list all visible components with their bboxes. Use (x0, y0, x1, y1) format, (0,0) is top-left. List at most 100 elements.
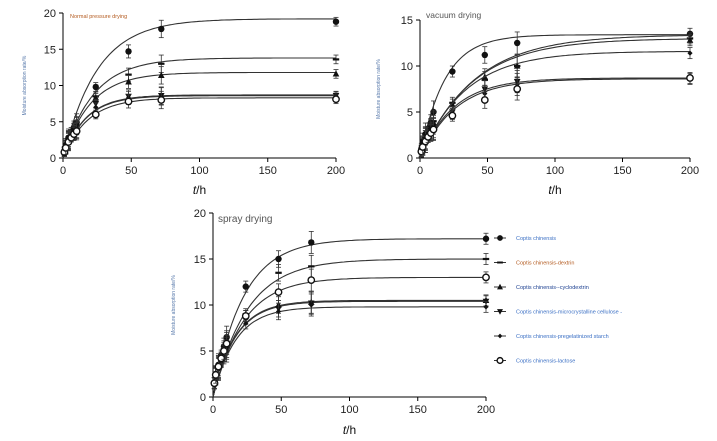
data-point (241, 312, 250, 320)
series-1 (211, 230, 490, 398)
chart-panel-3: 0 50 100 150 200 0 5 10 15 20 spray drying t/h Moist… (171, 208, 622, 437)
legend-item: Coptis chinensis-dextrin (494, 261, 574, 267)
fit-curve (212, 299, 486, 398)
chart-panel-1: 0 50 100 150 200 0 5 10 15 20 Normal pressure dryi… (22, 8, 345, 197)
data-point (243, 320, 249, 326)
y-tick-label: 15 (44, 44, 56, 56)
fit-curve (212, 258, 487, 398)
x-tick-label: 200 (681, 165, 699, 177)
data-point (308, 239, 315, 246)
legend-label: Coptis chinensis--cyclodextrin (516, 285, 589, 291)
data-point (93, 104, 99, 110)
x-tick-label: 0 (60, 165, 66, 177)
data-point (158, 25, 165, 33)
x-tick-label: 50 (275, 404, 287, 416)
data-point (332, 70, 340, 77)
data-point (332, 58, 340, 61)
data-point (513, 62, 521, 69)
x-tick-label: 150 (259, 165, 277, 177)
y-tick-label: 0 (200, 392, 206, 404)
legend-marker (497, 309, 503, 315)
legend-label: Coptis chinensis-pregelatinized starch (516, 334, 609, 340)
x-axis-label: t/h (343, 423, 356, 437)
data-point (125, 48, 132, 55)
legend-item: Coptis chinensis-microcrystalline cellul… (494, 309, 622, 316)
data-point (481, 51, 488, 59)
y-tick-label: 0 (407, 153, 413, 165)
legend-label: Coptis chinensis (516, 236, 556, 242)
y-tick-label: 10 (194, 300, 206, 312)
chart-panel-2: 0 50 100 150 200 0 5 10 15 vacuum drying t/h Moistu… (376, 10, 699, 197)
data-point (275, 308, 282, 315)
data-point (514, 39, 521, 47)
legend-marker (497, 261, 503, 264)
fit-curve (419, 77, 690, 159)
fit-curve (419, 35, 690, 159)
legend-item: Coptis chinensis (494, 235, 556, 242)
x-axis-label: t/h (548, 183, 561, 197)
series-2 (211, 253, 490, 398)
y-tick-label: 5 (200, 346, 206, 358)
data-point (686, 74, 694, 82)
x-tick-label: 150 (613, 165, 631, 177)
y-tick-label: 15 (401, 15, 413, 27)
y-tick-label: 20 (44, 8, 56, 20)
data-point (274, 288, 283, 297)
y-tick-label: 5 (407, 107, 413, 119)
x-tick-label: 0 (417, 165, 423, 177)
data-point (308, 265, 315, 268)
fit-curve (62, 94, 336, 159)
y-axis-label: Moisture absorption rate/% (171, 275, 177, 335)
x-axis-label: t/h (193, 183, 206, 197)
data-point (72, 127, 81, 136)
x-tick-label: 50 (125, 165, 137, 177)
x-tick-label: 100 (546, 165, 564, 177)
data-point (275, 255, 282, 263)
fit-curve (212, 306, 486, 398)
fit-curve (419, 78, 690, 159)
fit-curve (212, 238, 486, 398)
series-1 (418, 27, 694, 159)
fit-curve (419, 38, 690, 159)
data-point (125, 73, 132, 76)
series-4 (418, 70, 694, 159)
data-point (157, 71, 165, 78)
legend-item: Coptis chinensis-lactose (494, 356, 575, 365)
x-tick-label: 150 (409, 404, 427, 416)
fit-curve (212, 300, 486, 398)
legend-marker (497, 235, 503, 241)
fit-curve (62, 95, 336, 159)
fit-curve (419, 34, 690, 159)
legend-marker (496, 356, 504, 365)
y-tick-label: 10 (44, 81, 56, 93)
data-point (211, 371, 220, 379)
fit-curve (62, 18, 337, 159)
data-point (242, 283, 249, 290)
series-1 (61, 16, 340, 159)
x-tick-label: 50 (481, 165, 493, 177)
legend: Coptis chinensis Coptis chinensis-dextrin… (494, 235, 622, 365)
x-tick-label: 100 (340, 404, 358, 416)
data-point (220, 347, 228, 355)
chart-title: Normal pressure drying (70, 14, 127, 20)
legend-label: Coptis chinensis-dextrin (516, 261, 574, 267)
legend-item: Coptis chinensis--cyclodextrin (494, 283, 589, 291)
y-tick-label: 10 (401, 61, 413, 73)
data-point (217, 354, 226, 363)
data-point (482, 273, 490, 282)
x-tick-label: 200 (477, 404, 495, 416)
series-3 (61, 66, 340, 159)
data-point (308, 302, 314, 308)
data-point (483, 304, 489, 310)
legend-marker (497, 333, 503, 339)
data-point (482, 235, 490, 242)
data-point (307, 276, 316, 285)
data-point (158, 62, 165, 65)
series-6 (60, 90, 340, 159)
legend-label: Coptis chinensis-lactose (516, 359, 575, 365)
fit-curve (62, 97, 336, 159)
fit-curve (419, 50, 691, 159)
x-tick-label: 200 (327, 165, 345, 177)
data-point (222, 339, 231, 348)
